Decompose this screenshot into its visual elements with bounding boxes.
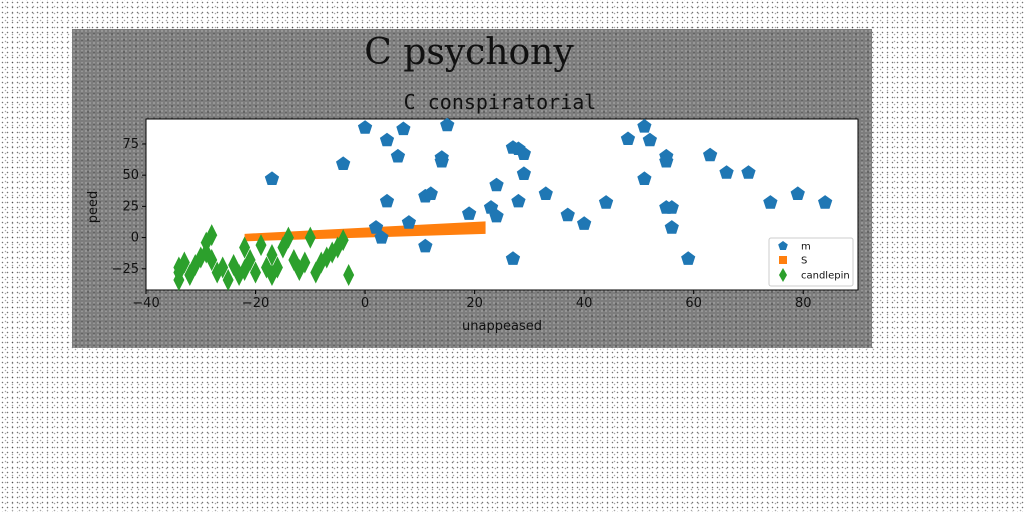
y-axis-label: peed (86, 191, 101, 224)
series-m-point (790, 186, 805, 200)
series-candlepin-point (304, 226, 316, 249)
series-candlepin-point (271, 256, 283, 279)
series-candlepin-point (293, 259, 305, 282)
series-m-point (440, 117, 455, 132)
series-m-point (703, 147, 718, 162)
series-m-point (664, 220, 679, 234)
series-m-point (462, 206, 477, 220)
series-m-point (505, 251, 521, 265)
series-candlepin-point (343, 264, 355, 287)
series-s-band (244, 221, 486, 242)
chart-svg: C psychony C conspiratorial −40 −20 0 20 40 6… (86, 32, 859, 334)
x-tick-label: 80 (795, 296, 812, 311)
series-m-point (620, 131, 636, 145)
series-candlepin-point (266, 244, 278, 267)
y-tick-label: 75 (122, 137, 139, 152)
chart-figure: C psychony C conspiratorial −40 −20 0 20 40 6… (72, 29, 872, 348)
series-m-point (763, 195, 778, 209)
series-candlepin-point (277, 236, 289, 259)
series-m-point (598, 195, 614, 209)
series-m-point (418, 238, 433, 253)
series-m-point (401, 215, 416, 229)
series-m-point (489, 177, 504, 192)
series-candlepin-point (217, 256, 229, 279)
series-candlepin-point (255, 234, 267, 257)
x-tick-label: 40 (576, 296, 593, 311)
series-m-point (264, 171, 280, 185)
x-tick-label: 60 (685, 296, 702, 311)
y-tick-label: −25 (112, 262, 139, 277)
chart-suptitle: C psychony (364, 32, 574, 73)
series-candlepin-point (206, 249, 218, 272)
y-tick-label: 50 (122, 168, 139, 183)
series-candlepin-point (244, 249, 256, 272)
series-m-point (719, 165, 734, 179)
chart-title: C conspiratorial (404, 90, 597, 114)
series-candlepin-point (189, 254, 201, 277)
series-m-point (390, 148, 406, 163)
series-m-point (516, 166, 531, 180)
x-tick-label: 20 (466, 296, 483, 311)
legend-box (768, 237, 854, 287)
x-tick-label: −20 (242, 296, 269, 311)
series-m-point (637, 171, 652, 185)
series-m-point (538, 186, 553, 200)
y-tick-label: 25 (122, 199, 139, 214)
axis-ticks-group: −40 −20 0 20 40 60 80 −25 0 25 50 75 (112, 137, 812, 311)
series-m-point (637, 119, 652, 133)
series-candlepin-point (222, 269, 234, 292)
series-m-point (577, 216, 592, 230)
series-candlepin-point (206, 224, 218, 247)
series-candlepin-point (178, 251, 190, 274)
series-m-point (357, 120, 373, 134)
legend-marker-candlepin (779, 268, 787, 282)
series-m-point (423, 186, 438, 200)
legend-label: m (801, 242, 811, 253)
series-m-point (642, 132, 657, 147)
series-m-point (374, 230, 389, 244)
legend-marker-s (779, 256, 787, 264)
series-candlepin-point (250, 261, 262, 284)
series-candlepin-point (239, 259, 251, 282)
legend-marker-m (778, 241, 788, 250)
series-m-point (818, 195, 833, 209)
series-candlepin-point (282, 226, 294, 249)
series-m-point (489, 208, 504, 223)
series-candlepin-point (337, 229, 349, 252)
series-m-point (379, 132, 395, 147)
series-m-point (511, 193, 526, 208)
series-m-point (516, 146, 531, 160)
legend-label: candlepin (801, 271, 850, 282)
x-axis-label: unappeased (462, 319, 542, 334)
series-m-point (664, 200, 679, 214)
chart-marks-group (173, 117, 833, 292)
y-tick-label: 0 (131, 231, 139, 246)
series-m-point (681, 251, 696, 265)
series-candlepin-point (173, 256, 185, 279)
series-m-point (741, 165, 756, 179)
series-m-point (659, 153, 674, 168)
series-candlepin-point (299, 251, 311, 274)
series-candlepin-point (239, 236, 251, 259)
series-m-point (336, 156, 351, 170)
series-m-point (560, 207, 575, 222)
legend-label: S (801, 256, 807, 267)
series-candlepin-point (173, 269, 185, 292)
series-m-point (379, 193, 395, 208)
x-tick-label: −40 (132, 296, 159, 311)
series-s-band-group (244, 221, 486, 242)
x-tick-label: 0 (361, 296, 369, 311)
series-m-point (368, 220, 384, 234)
series-m-point (396, 121, 411, 136)
series-m-point (434, 150, 449, 164)
